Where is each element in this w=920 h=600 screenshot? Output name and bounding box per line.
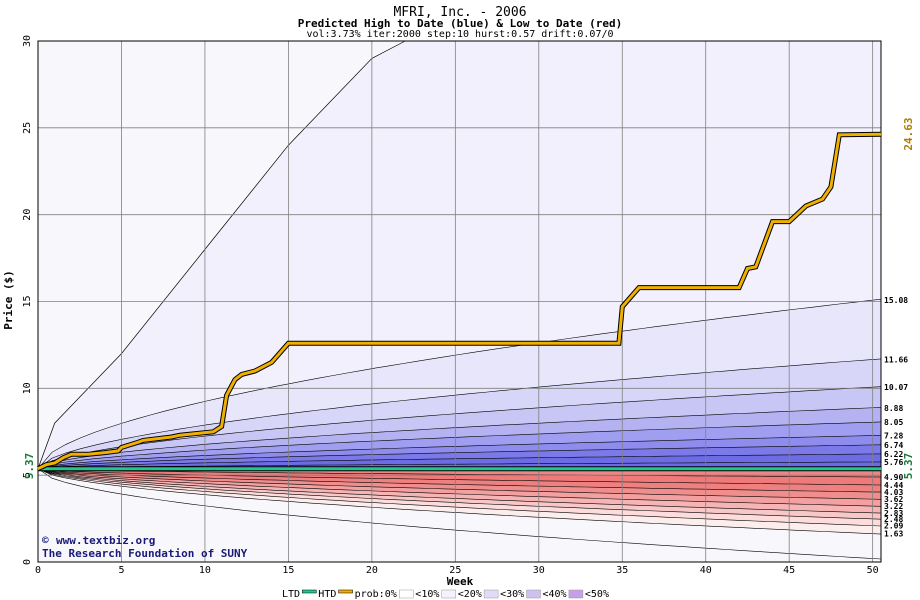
copyright-icon: © [42, 534, 49, 547]
high-band [38, 435, 881, 469]
x-tick-label: 15 [282, 565, 294, 576]
high-level-label: 6.22 [884, 450, 903, 459]
high-level-label: 6.74 [884, 441, 903, 450]
y-tick-label: 15 [22, 295, 33, 307]
high-to-date-line [37, 132, 882, 471]
x-tick-label: 0 [35, 565, 41, 576]
high-band [38, 299, 881, 469]
legend-swatch [338, 589, 353, 594]
legend-label: <30% [500, 589, 524, 600]
legend-label: <10% [415, 589, 439, 600]
x-tick-label: 10 [199, 565, 211, 576]
envelope-line [37, 468, 882, 520]
plot-area: 0 5 10 15 20 25 30 35 40 45 50 0 5 10 15 20 25 30 15.08 11.… [22, 35, 908, 576]
start-price-label: 5.37 [23, 453, 36, 480]
envelope-line [37, 468, 881, 478]
chart-params: vol:3.73% iter:2000 step:10 hurst:0.57 d… [306, 29, 613, 40]
end-price-label: 5.37 [902, 453, 915, 480]
low-level-label: 4.03 [884, 488, 903, 497]
legend-swatch [302, 589, 317, 594]
y-tick-label: 10 [22, 382, 33, 394]
chart-subtitle: Predicted High to Date (blue) & Low to D… [298, 17, 623, 30]
legend-label: <50% [585, 589, 609, 600]
high-level-label: 7.28 [884, 432, 903, 441]
x-tick-label: 45 [783, 565, 795, 576]
watermark: © www.textbiz.org The Research Foundatio… [42, 534, 248, 560]
low-level-label: 1.63 [884, 530, 903, 539]
high-band [38, 358, 881, 469]
legend: LTD HTD prob:0% <10% <20% <30% <40% <50% [282, 589, 609, 600]
envelope-line [37, 444, 882, 469]
envelope-line [37, 358, 882, 469]
x-axis-label: Week [447, 575, 474, 588]
legend-label: <40% [543, 589, 567, 600]
low-band [38, 468, 881, 507]
envelope-line [37, 468, 882, 535]
envelope-line [37, 453, 882, 469]
low-level-label: 4.44 [884, 481, 903, 490]
y-axis-label: Price ($) [2, 270, 15, 330]
last-high-label: 24.63 [902, 117, 915, 150]
low-level-label: 2.48 [884, 515, 903, 524]
y-tick-label: 5 [22, 472, 33, 478]
envelope-line [37, 298, 882, 469]
high-level-label: 15.08 [884, 296, 908, 305]
legend-swatch [399, 589, 414, 599]
legend-label: <20% [458, 589, 482, 600]
low-level-label: 3.22 [884, 502, 903, 511]
low-band [38, 468, 881, 493]
envelope-line [37, 407, 882, 469]
low-level-label: 3.62 [884, 495, 903, 504]
high-band [38, 444, 881, 469]
low-band [38, 468, 881, 500]
low-level-label: 4.90 [884, 473, 903, 482]
low-band [38, 468, 881, 535]
x-tick-label: 40 [700, 565, 712, 576]
x-tick-label: 5 [118, 565, 124, 576]
legend-label: prob:0% [355, 589, 397, 600]
envelope-line [37, 468, 882, 493]
low-level-label: 2.09 [884, 522, 903, 531]
y-tick-label: 30 [22, 35, 33, 47]
low-band [38, 468, 881, 514]
legend-swatch [568, 589, 584, 599]
envelope-line [37, 468, 882, 486]
legend-swatch [441, 589, 456, 599]
plot-border [37, 40, 882, 563]
legend-label: LTD [282, 589, 300, 600]
high-band [38, 421, 881, 469]
envelope-line [37, 421, 882, 469]
low-level-label: 2.83 [884, 509, 903, 518]
legend-swatch [526, 589, 541, 599]
high-level-label: 8.05 [884, 418, 903, 427]
envelope-line [37, 468, 882, 507]
envelope-line [37, 468, 882, 514]
high-level-label: 11.66 [884, 356, 908, 365]
watermark-site: www.textbiz.org [56, 534, 155, 547]
high-level-label: 8.88 [884, 404, 903, 413]
x-tick-label: 20 [366, 565, 378, 576]
legend-swatch [483, 589, 499, 599]
high-band [38, 407, 881, 469]
x-tick-label: 35 [616, 565, 628, 576]
envelope-line [37, 468, 882, 527]
high-band [38, 453, 881, 469]
y-tick-label: 20 [22, 209, 33, 221]
y-tick-label: 0 [22, 559, 33, 565]
envelope-line [37, 386, 882, 469]
high-level-label: 10.07 [884, 383, 908, 392]
envelope-line [37, 435, 882, 469]
x-tick-label: 50 [867, 565, 879, 576]
x-tick-label: 25 [449, 565, 461, 576]
high-level-label: 5.76 [884, 458, 903, 467]
watermark-org: The Research Foundation of SUNY [42, 547, 248, 560]
legend-label: HTD [318, 589, 336, 600]
x-tick-label: 30 [533, 565, 545, 576]
envelope-line [37, 468, 882, 500]
min-low-curve [37, 468, 882, 560]
chart-title: MFRI, Inc. - 2006 [393, 5, 526, 20]
y-tick-label: 25 [22, 122, 33, 134]
high-band [38, 386, 881, 469]
